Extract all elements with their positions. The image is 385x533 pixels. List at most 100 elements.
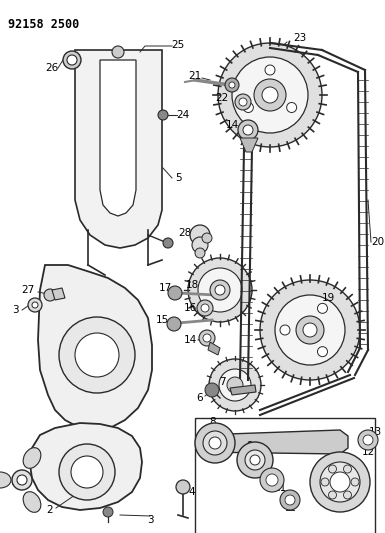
Circle shape — [343, 491, 352, 499]
Circle shape — [192, 237, 208, 253]
Text: 13: 13 — [368, 427, 382, 437]
Text: 26: 26 — [45, 63, 59, 73]
Circle shape — [219, 369, 251, 401]
Text: 20: 20 — [372, 237, 385, 247]
Circle shape — [285, 495, 295, 505]
Text: 11: 11 — [273, 483, 286, 493]
Text: 14: 14 — [225, 120, 239, 130]
Text: 3: 3 — [147, 515, 153, 525]
Circle shape — [190, 225, 210, 245]
Text: 5: 5 — [175, 173, 181, 183]
Circle shape — [17, 475, 27, 485]
Circle shape — [330, 472, 350, 492]
Circle shape — [209, 359, 261, 411]
Text: 22: 22 — [215, 93, 229, 103]
Circle shape — [195, 423, 235, 463]
Circle shape — [71, 456, 103, 488]
Circle shape — [280, 490, 300, 510]
Circle shape — [266, 474, 278, 486]
Circle shape — [218, 43, 322, 147]
Polygon shape — [52, 288, 65, 300]
Circle shape — [321, 478, 329, 486]
Polygon shape — [100, 60, 136, 216]
Circle shape — [63, 51, 81, 69]
Circle shape — [287, 102, 297, 112]
Text: 14: 14 — [183, 335, 197, 345]
Circle shape — [243, 125, 253, 135]
Circle shape — [265, 65, 275, 75]
Text: 15: 15 — [156, 315, 169, 325]
Polygon shape — [75, 50, 162, 248]
Circle shape — [275, 295, 345, 365]
Text: 19: 19 — [321, 293, 335, 303]
Text: 28: 28 — [178, 228, 192, 238]
Text: 25: 25 — [171, 40, 185, 50]
Circle shape — [235, 94, 251, 110]
Polygon shape — [200, 430, 348, 454]
Circle shape — [205, 383, 219, 397]
Text: 18: 18 — [185, 280, 199, 290]
Circle shape — [215, 285, 225, 295]
Polygon shape — [240, 138, 258, 152]
Circle shape — [44, 289, 56, 301]
Circle shape — [199, 330, 215, 346]
Ellipse shape — [23, 448, 41, 469]
Circle shape — [363, 435, 373, 445]
Circle shape — [262, 87, 278, 103]
Circle shape — [260, 468, 284, 492]
Circle shape — [237, 442, 273, 478]
Circle shape — [201, 304, 209, 312]
Circle shape — [250, 455, 260, 465]
Circle shape — [310, 452, 370, 512]
Text: 8: 8 — [210, 417, 216, 427]
Text: 3: 3 — [12, 305, 18, 315]
Text: 1: 1 — [11, 477, 17, 487]
Text: 17: 17 — [158, 283, 172, 293]
Circle shape — [254, 79, 286, 111]
Circle shape — [32, 302, 38, 308]
Circle shape — [28, 298, 42, 312]
Circle shape — [320, 462, 360, 502]
Circle shape — [243, 102, 253, 112]
Circle shape — [12, 470, 32, 490]
Text: 27: 27 — [22, 285, 35, 295]
Circle shape — [176, 480, 190, 494]
Circle shape — [103, 507, 113, 517]
Circle shape — [188, 258, 252, 322]
Polygon shape — [30, 423, 142, 510]
Circle shape — [167, 317, 181, 331]
Circle shape — [112, 46, 124, 58]
Ellipse shape — [0, 472, 11, 488]
Circle shape — [225, 78, 239, 92]
Circle shape — [202, 233, 212, 243]
Circle shape — [197, 300, 213, 316]
Circle shape — [238, 120, 258, 140]
Text: 16: 16 — [183, 303, 197, 313]
Circle shape — [239, 98, 247, 106]
Text: 7: 7 — [219, 377, 225, 387]
Circle shape — [229, 82, 235, 88]
Circle shape — [328, 465, 336, 473]
Circle shape — [280, 325, 290, 335]
Text: 9: 9 — [247, 441, 253, 451]
Circle shape — [59, 317, 135, 393]
Circle shape — [318, 346, 328, 357]
Circle shape — [260, 280, 360, 380]
Circle shape — [203, 334, 211, 342]
Circle shape — [318, 303, 328, 313]
Circle shape — [358, 430, 378, 450]
Text: 21: 21 — [188, 71, 202, 81]
Circle shape — [210, 280, 230, 300]
Polygon shape — [230, 385, 256, 395]
Circle shape — [163, 238, 173, 248]
Text: 23: 23 — [293, 33, 306, 43]
Text: 4: 4 — [189, 487, 195, 497]
Circle shape — [67, 55, 77, 65]
Circle shape — [198, 268, 242, 312]
Circle shape — [209, 437, 221, 449]
Circle shape — [59, 444, 115, 500]
Text: 6: 6 — [197, 393, 203, 403]
Circle shape — [195, 248, 205, 258]
Circle shape — [168, 286, 182, 300]
Text: 10: 10 — [255, 463, 269, 473]
